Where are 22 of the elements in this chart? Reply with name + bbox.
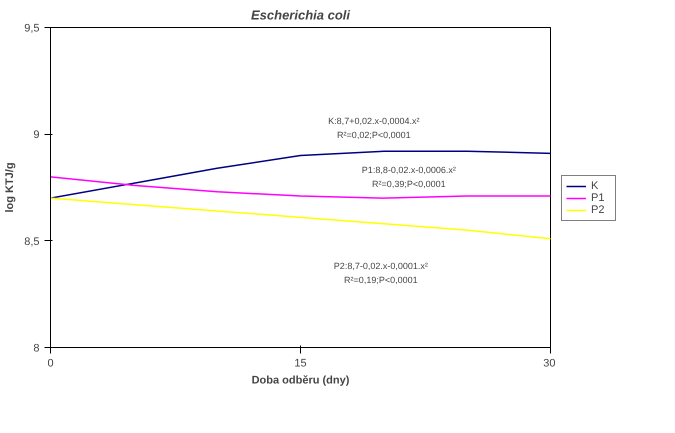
y-tick-label: 9,5: [24, 22, 40, 34]
chart-title: Escherichia coli: [251, 8, 350, 22]
y-tick-label: 9: [33, 129, 40, 142]
x-tick-label: 15: [294, 358, 307, 370]
y-tick-label: 8: [33, 342, 40, 354]
legend-label: K: [591, 180, 600, 192]
legend-label: P2: [591, 204, 606, 216]
annotation: R²=0,02;P<0,0001: [337, 130, 411, 140]
x-tick-label: 30: [543, 358, 556, 370]
y-tick-label: 8,5: [24, 236, 40, 248]
line-series: [50, 150, 550, 199]
x-tick-label: 0: [47, 358, 54, 370]
annotation: K:8,7+0,02.x-0,0004.x²: [328, 116, 420, 126]
annotation: P2:8,7-0,02.x-0,0001.x²: [334, 260, 428, 271]
annotation: P1:8,8-0,02.x-0,0006.x²: [362, 165, 456, 176]
line-series: [50, 197, 550, 240]
x-axis-title: Doba odběru (dny): [252, 374, 350, 386]
line-series: [50, 176, 550, 199]
annotation: R²=0,39;P<0,0001: [372, 179, 446, 190]
annotation: R²=0,19;P<0,0001: [344, 274, 418, 285]
y-axis-title: log KTJ/g: [4, 162, 16, 213]
legend-label: P1: [591, 192, 606, 204]
